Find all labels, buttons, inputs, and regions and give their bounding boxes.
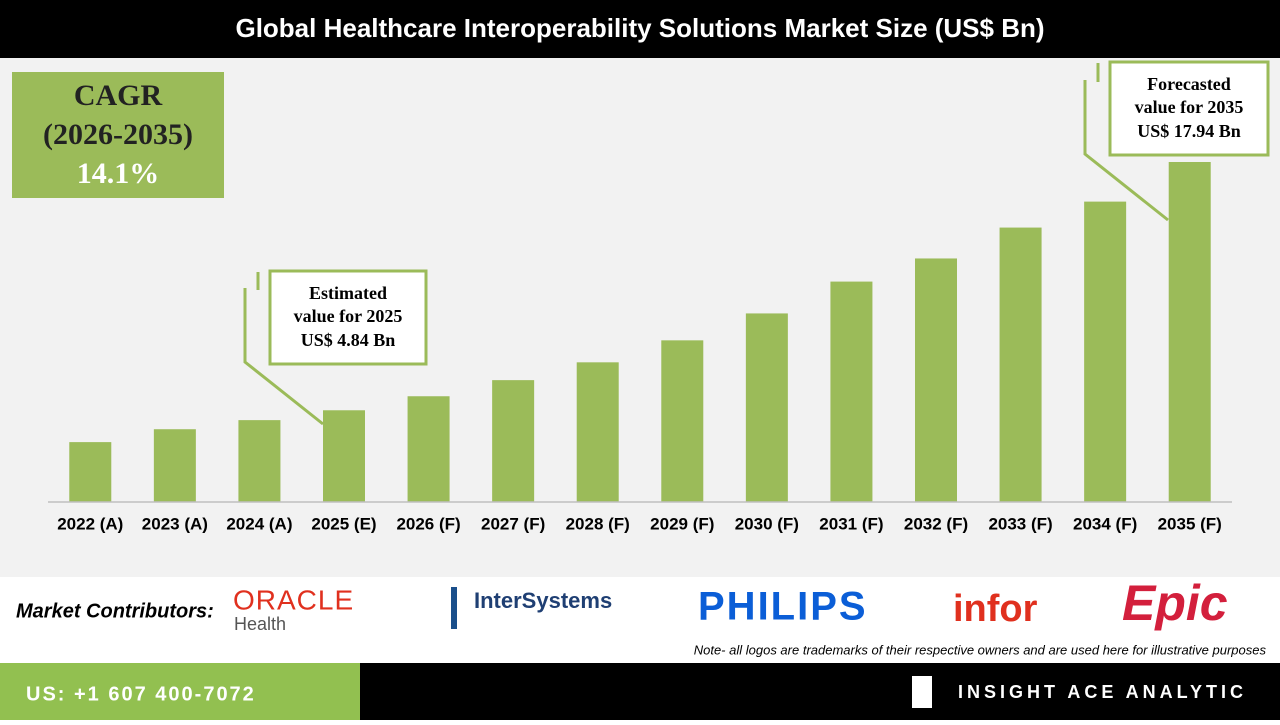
bar (69, 442, 112, 502)
annotation-text: Estimated (309, 283, 387, 303)
bar (238, 420, 281, 502)
callout-line (1083, 80, 1169, 222)
logo: infor (953, 588, 1038, 630)
x-tick-label: 2035 (F) (1158, 514, 1222, 533)
brand-logo (912, 676, 932, 708)
logo: InterSystems (474, 588, 612, 613)
annotation-text: value for 2025 (294, 306, 403, 326)
annotation-text: Forecasted (1147, 74, 1231, 94)
x-tick-label: 2032 (F) (904, 514, 968, 533)
callout-line (243, 288, 324, 426)
bar (1084, 201, 1127, 503)
logo-mark (451, 587, 457, 629)
x-tick-label: 2024 (A) (226, 514, 292, 533)
chart-title: Global Healthcare Interoperability Solut… (235, 13, 1044, 43)
bar (153, 429, 196, 502)
bar (407, 396, 450, 502)
x-tick-label: 2025 (E) (311, 514, 376, 533)
x-tick-label: 2028 (F) (566, 514, 630, 533)
bar (830, 281, 873, 502)
x-tick-label: 2033 (F) (988, 514, 1052, 533)
bar (745, 313, 788, 502)
x-tick-label: 2023 (A) (142, 514, 208, 533)
brand: INSIGHT ACE ANALYTIC (958, 682, 1247, 702)
footer-right (360, 663, 1280, 720)
x-tick-label: 2034 (F) (1073, 514, 1137, 533)
phone: US: +1 607 400-7072 (26, 683, 256, 705)
annotation-box (1108, 60, 1270, 157)
bar (999, 227, 1042, 502)
x-tick-label: 2026 (F) (396, 514, 460, 533)
bar (1168, 162, 1211, 502)
bar (661, 340, 704, 502)
x-tick-label: 2031 (F) (819, 514, 883, 533)
bar (576, 362, 619, 502)
title-bar (0, 0, 1280, 58)
cagr-period: (2026-2035) (43, 118, 193, 151)
annotation-text: US$ 4.84 Bn (301, 330, 396, 350)
x-tick-label: 2030 (F) (735, 514, 799, 533)
x-tick-label: 2027 (F) (481, 514, 545, 533)
x-tick-label: 2022 (A) (57, 514, 123, 533)
note: Note- all logos are trademarks of their … (694, 642, 1267, 657)
bar (915, 258, 957, 502)
bar (492, 380, 535, 502)
cagr-label: CAGR (74, 79, 163, 112)
annotation-text: value for 2035 (1135, 97, 1244, 117)
footer-left (0, 663, 360, 720)
logo: ORACLE (233, 584, 354, 615)
logo: Epic (1122, 575, 1228, 631)
logo: Health (234, 614, 286, 634)
contributors-label: Market Contributors: (16, 600, 214, 622)
logo: PHILIPS (698, 585, 868, 629)
annotation-box (268, 269, 428, 366)
cagr-box (12, 72, 224, 198)
bar (323, 410, 365, 502)
contributors-band (0, 577, 1280, 663)
cagr-value: 14.1% (77, 157, 160, 190)
annotation-text: US$ 17.94 Bn (1137, 121, 1241, 141)
x-tick-label: 2029 (F) (650, 514, 714, 533)
